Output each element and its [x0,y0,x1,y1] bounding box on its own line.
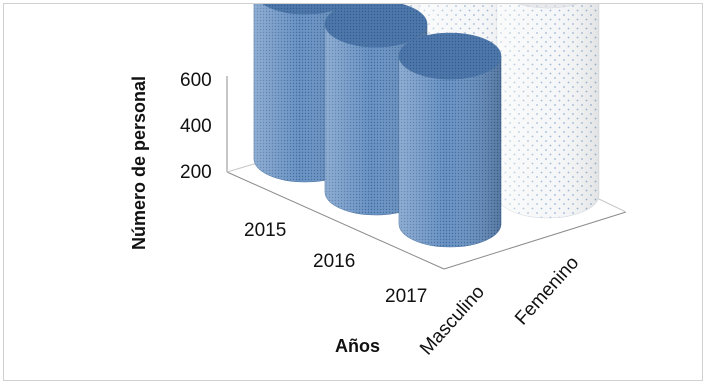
bar-top [262,4,348,15]
bar-cylinder-femenino-2017 [496,4,600,219]
bar-cylinder-masculino-2017 [398,32,502,248]
bar-top [398,32,502,80]
bar-shading [399,56,501,247]
y-tick-label: 200 [180,162,212,183]
chart-frame: 600 400 200 2015 2016 2017 Masculino Fem… [3,3,703,381]
category-label: 2016 [313,251,355,272]
chart-canvas: 600 400 200 2015 2016 2017 Masculino Fem… [129,4,627,359]
bar-top [518,4,578,9]
category-label: 2015 [244,220,286,241]
x-axis-title: Años [335,336,380,356]
y-tick-label: 600 [180,70,212,91]
chart-bars [253,4,600,248]
category-label: 2017 [385,286,427,307]
y-axis: 600 400 200 [180,70,212,183]
x-axis-categories: 2015 2016 2017 [244,220,427,307]
bar-top [324,4,428,48]
depth-category-label: Femenino [511,252,583,329]
depth-axis-categories: Masculino Femenino [416,252,583,359]
y-tick-label: 400 [180,116,212,137]
y-axis-title: Número de personal [129,76,149,250]
bar-shading [497,4,599,218]
